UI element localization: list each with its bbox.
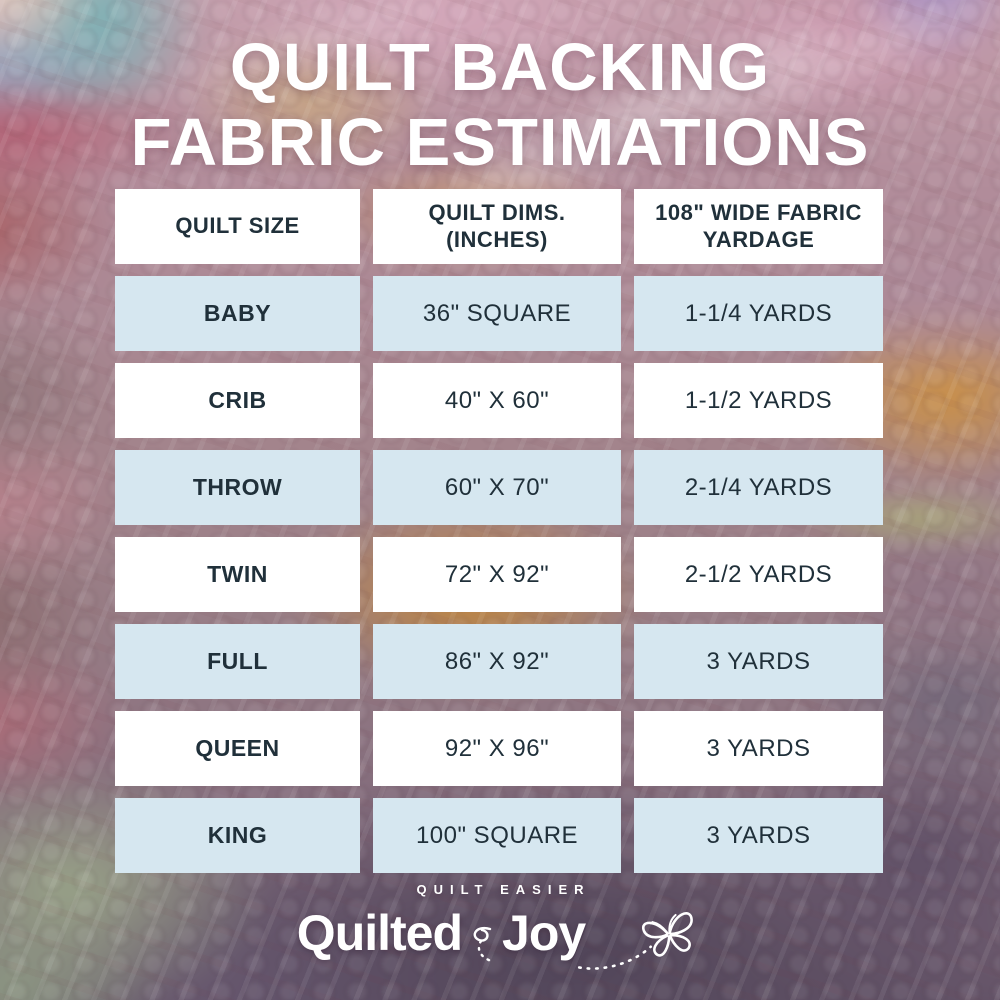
- table-row-throw-size: THROW: [115, 450, 360, 525]
- table-row-twin-yardage: 2-1/2 YARDS: [634, 537, 883, 612]
- table-row-king-yardage: 3 YARDS: [634, 798, 883, 873]
- title-line-1: QUILT BACKING: [229, 30, 771, 105]
- header-quilt-size: QUILT SIZE: [115, 189, 360, 264]
- table-row-throw-yardage: 2-1/4 YARDS: [634, 450, 883, 525]
- table-row-twin-size: TWIN: [115, 537, 360, 612]
- header-quilt-dims: QUILT DIMS. (INCHES): [373, 189, 621, 264]
- table-row-king-size: KING: [115, 798, 360, 873]
- table-row-crib-size: CRIB: [115, 363, 360, 438]
- table-row-throw-dims: 60" X 70": [373, 450, 621, 525]
- butterfly-icon: [567, 898, 707, 978]
- table-row-queen-size: QUEEN: [115, 711, 360, 786]
- brand-word-quilted: Quilted: [296, 905, 463, 961]
- header-fabric-yardage: 108" WIDE FABRIC YARDAGE: [634, 189, 883, 264]
- brand-word-joy: Joy: [502, 905, 586, 961]
- brand-tagline: QUILT EASIER: [416, 882, 591, 897]
- table-row-full-dims: 86" X 92": [373, 624, 621, 699]
- table-row-full-size: FULL: [115, 624, 360, 699]
- page-title: QUILT BACKING FABRIC ESTIMATIONS: [0, 30, 1000, 180]
- table-row-crib-yardage: 1-1/2 YARDS: [634, 363, 883, 438]
- table-row-twin-dims: 72" X 92": [373, 537, 621, 612]
- title-line-2: FABRIC ESTIMATIONS: [130, 105, 870, 181]
- table-row-crib-dims: 40" X 60": [373, 363, 621, 438]
- table-row-baby-yardage: 1-1/4 YARDS: [634, 276, 883, 351]
- table-row-king-dims: 100" SQUARE: [373, 798, 621, 873]
- brand-logo: QUILT EASIER Quilted Joy: [0, 882, 1000, 970]
- table-row-baby-size: BABY: [115, 276, 360, 351]
- yardage-table: QUILT SIZE QUILT DIMS. (INCHES) 108" WID…: [115, 189, 883, 873]
- brand-wordmark: Quilted Joy: [296, 899, 703, 970]
- table-row-queen-yardage: 3 YARDS: [634, 711, 883, 786]
- table-row-full-yardage: 3 YARDS: [634, 624, 883, 699]
- table-row-baby-dims: 36" SQUARE: [373, 276, 621, 351]
- thread-swirl-icon: [464, 924, 498, 964]
- table-row-queen-dims: 92" X 96": [373, 711, 621, 786]
